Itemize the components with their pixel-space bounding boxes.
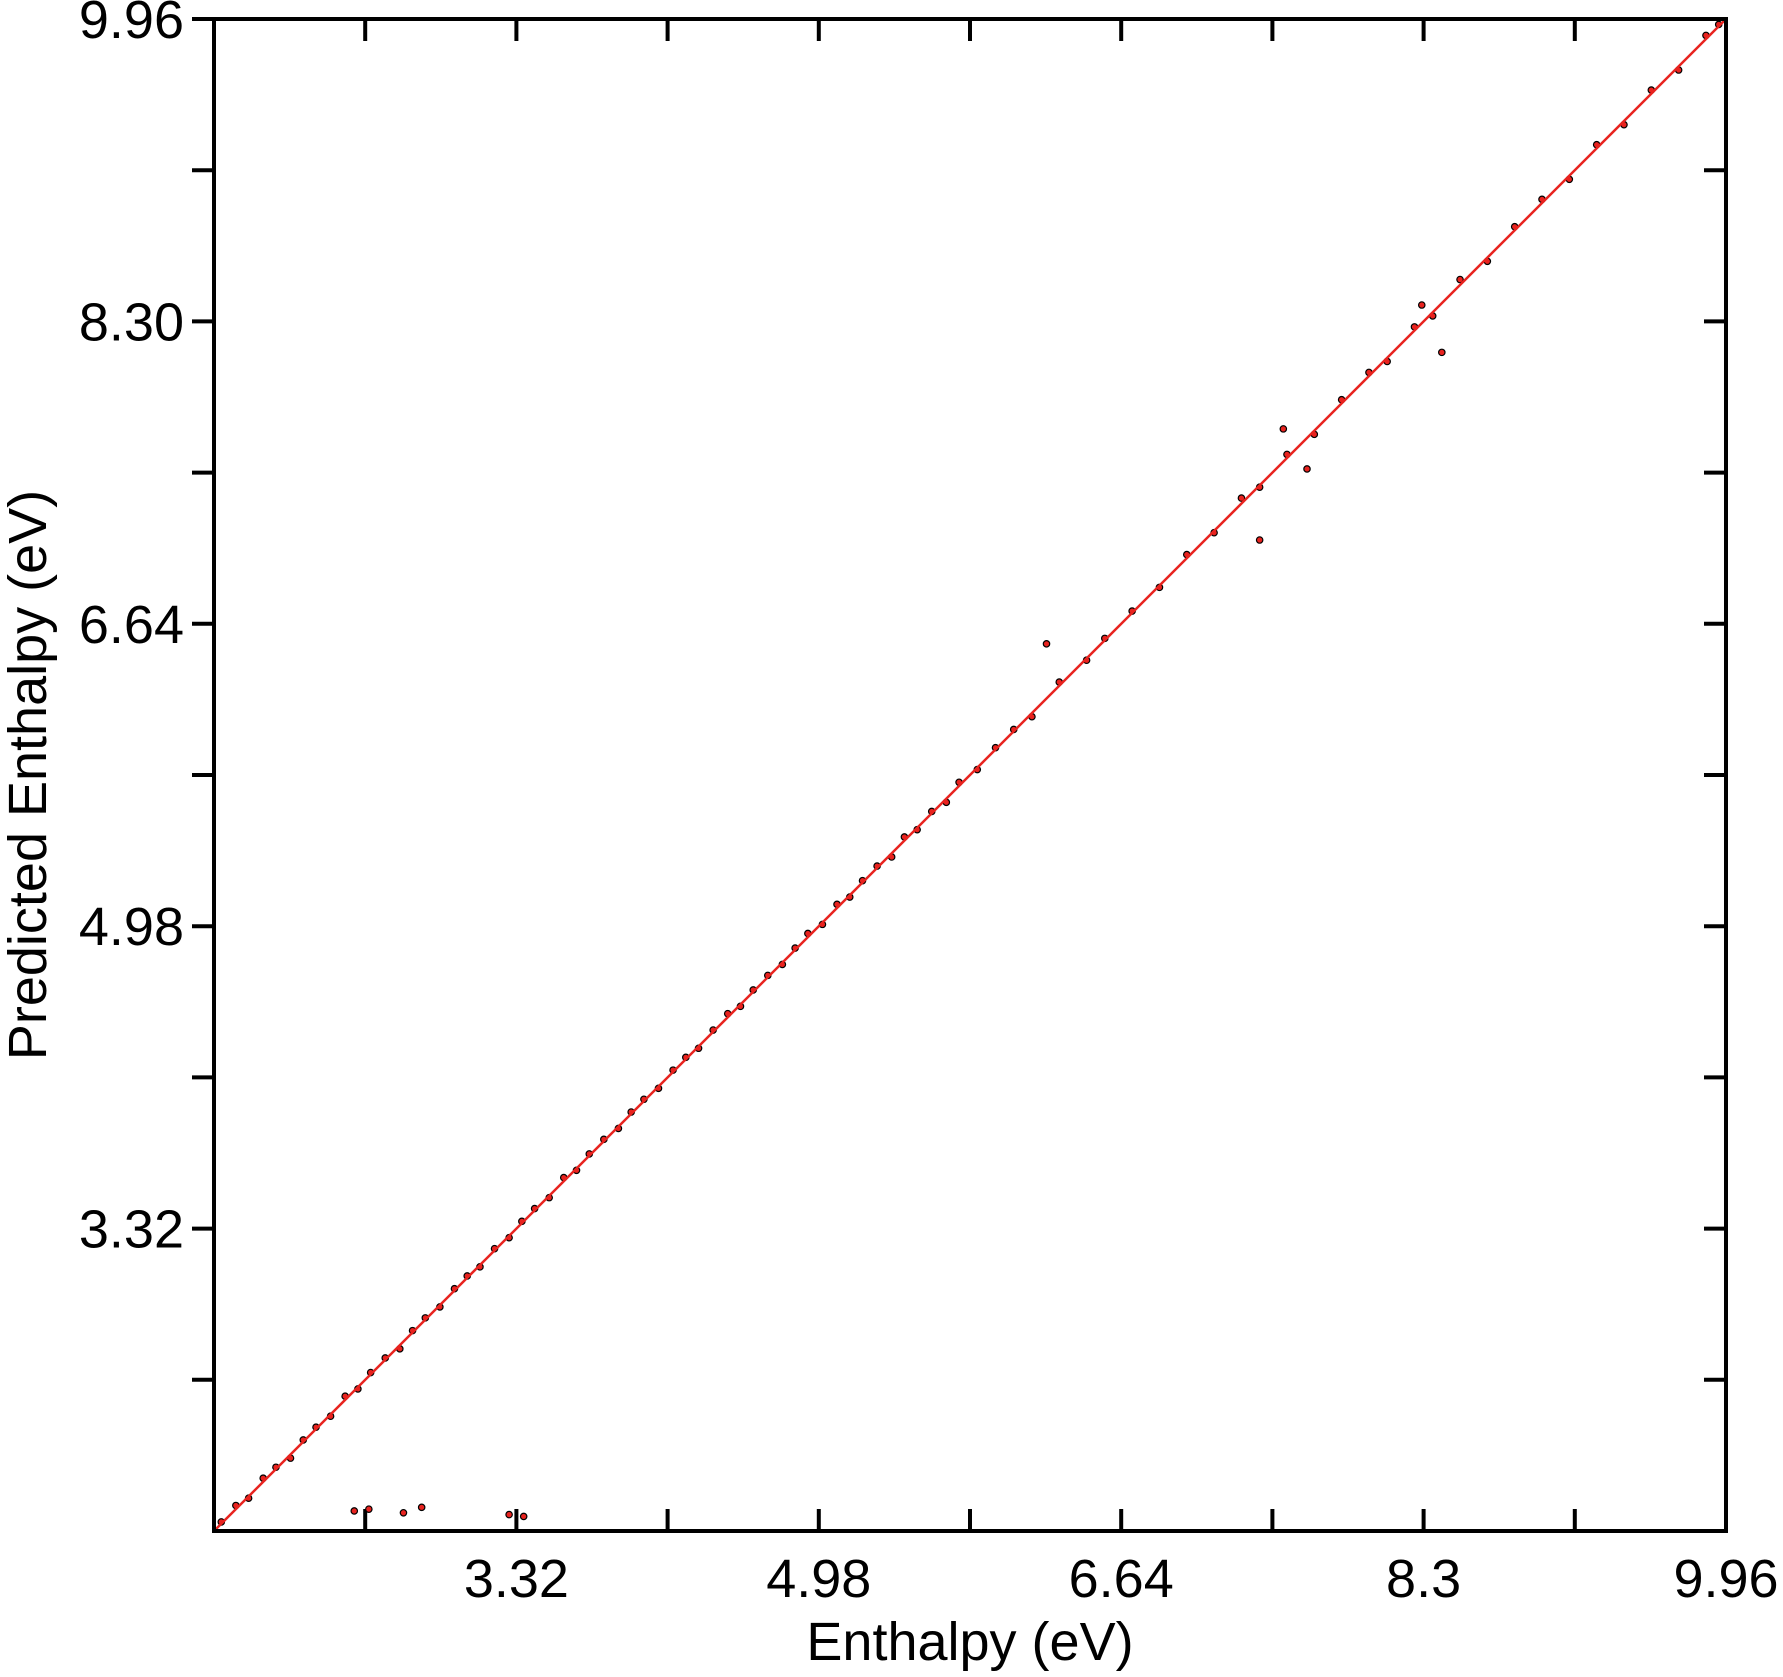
point	[1417, 301, 1426, 309]
point	[1456, 275, 1464, 284]
y-tick-label: 8.30	[79, 292, 184, 352]
point	[1042, 640, 1051, 648]
y-axis-label: Predicted Enthalpy (eV)	[0, 490, 58, 1060]
y-tick-label: 6.64	[79, 595, 184, 655]
point	[399, 1508, 408, 1517]
x-axis-label: Enthalpy (eV)	[806, 1612, 1133, 1672]
x-tick-label: 4.98	[766, 1549, 871, 1609]
point	[365, 1505, 373, 1513]
x-tick-label: 8.3	[1386, 1549, 1461, 1609]
y-tick-label: 3.32	[79, 1200, 184, 1260]
fit-line	[213, 18, 1727, 1532]
y-tick-label: 9.96	[79, 0, 184, 50]
point	[1303, 465, 1311, 473]
point	[1237, 494, 1246, 502]
point	[417, 1503, 426, 1512]
point	[1255, 536, 1264, 544]
plot-frame	[212, 17, 1728, 1533]
point	[505, 1510, 513, 1519]
point	[1438, 348, 1446, 357]
x-tick-label: 9.96	[1673, 1549, 1778, 1609]
point	[1279, 425, 1288, 433]
x-tick-label: 6.64	[1069, 1549, 1174, 1609]
point	[519, 1512, 528, 1521]
y-tick-label: 4.98	[79, 897, 184, 957]
x-tick-label: 3.32	[464, 1549, 569, 1609]
point	[350, 1507, 359, 1515]
